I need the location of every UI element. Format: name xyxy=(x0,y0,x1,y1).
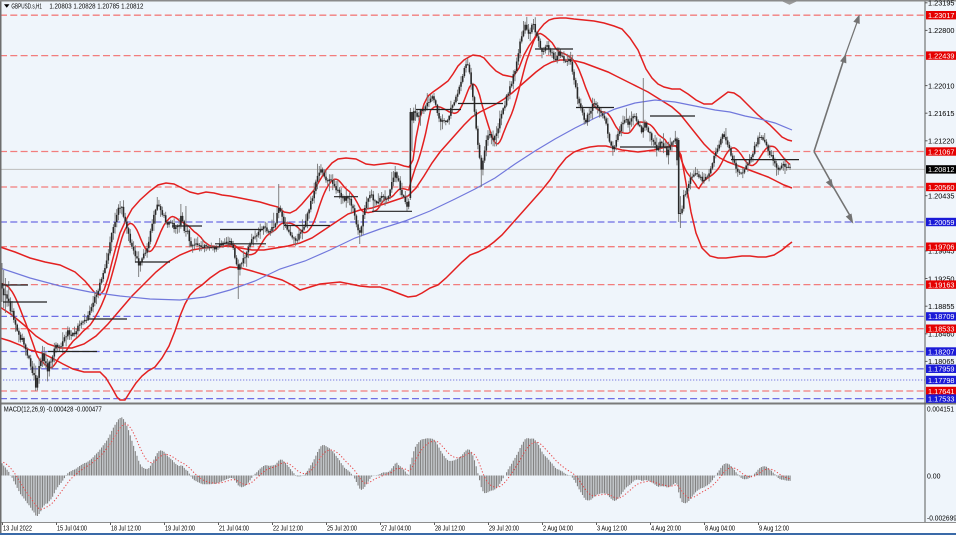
svg-text:1.20435: 1.20435 xyxy=(928,192,955,201)
svg-text:1.18207: 1.18207 xyxy=(928,347,955,356)
svg-text:1.18065: 1.18065 xyxy=(928,357,955,366)
svg-text:19 Jul 20:00: 19 Jul 20:00 xyxy=(165,524,195,533)
svg-text:1.20803 1.20828 1.20785 1.2081: 1.20803 1.20828 1.20785 1.20812 xyxy=(49,3,143,10)
svg-text:22 Jul 12:00: 22 Jul 12:00 xyxy=(273,524,303,533)
svg-text:3 Aug 12:00: 3 Aug 12:00 xyxy=(597,524,627,533)
svg-text:18 Jul 12:00: 18 Jul 12:00 xyxy=(111,524,141,533)
svg-text:GBPUSD.s,H1: GBPUSD.s,H1 xyxy=(11,3,42,10)
svg-text:28 Jul 12:00: 28 Jul 12:00 xyxy=(435,524,465,533)
svg-text:1.18709: 1.18709 xyxy=(928,312,955,321)
svg-text:-0.002699: -0.002699 xyxy=(927,513,956,522)
svg-text:9 Aug 12:00: 9 Aug 12:00 xyxy=(759,524,789,533)
svg-text:1.21615: 1.21615 xyxy=(928,109,955,118)
svg-text:1.18460: 1.18460 xyxy=(928,330,955,339)
svg-text:1.18533: 1.18533 xyxy=(928,325,955,334)
svg-text:1.21067: 1.21067 xyxy=(928,147,955,156)
svg-text:1.23195: 1.23195 xyxy=(928,0,955,8)
svg-text:25 Jul 20:00: 25 Jul 20:00 xyxy=(327,524,357,533)
svg-text:8 Aug 04:00: 8 Aug 04:00 xyxy=(705,524,735,533)
svg-text:1.19163: 1.19163 xyxy=(928,280,955,289)
svg-text:2 Aug 04:00: 2 Aug 04:00 xyxy=(543,524,573,533)
svg-text:1.17533: 1.17533 xyxy=(928,394,955,403)
svg-text:MACD(12,26,9) -0.000428 -0.000: MACD(12,26,9) -0.000428 -0.000477 xyxy=(4,407,102,414)
svg-text:15 Jul 04:00: 15 Jul 04:00 xyxy=(57,524,87,533)
svg-text:1.20059: 1.20059 xyxy=(928,218,955,227)
svg-text:0.004151: 0.004151 xyxy=(927,405,954,414)
svg-text:1.17959: 1.17959 xyxy=(928,365,955,374)
svg-text:1.22800: 1.22800 xyxy=(928,26,955,35)
svg-text:1.19250: 1.19250 xyxy=(928,274,955,283)
svg-text:1.20560: 1.20560 xyxy=(928,183,955,192)
svg-text:1.23017: 1.23017 xyxy=(928,11,955,20)
svg-text:4 Aug 20:00: 4 Aug 20:00 xyxy=(651,524,681,533)
svg-text:0.00: 0.00 xyxy=(927,471,941,480)
svg-text:1.18855: 1.18855 xyxy=(928,302,955,311)
svg-text:13 Jul 2022: 13 Jul 2022 xyxy=(3,524,32,533)
svg-text:1.19706: 1.19706 xyxy=(928,243,955,252)
svg-text:29 Jul 20:00: 29 Jul 20:00 xyxy=(489,524,519,533)
svg-text:1.21220: 1.21220 xyxy=(928,137,955,146)
svg-text:27 Jul 04:00: 27 Jul 04:00 xyxy=(381,524,411,533)
svg-text:1.17641: 1.17641 xyxy=(928,387,955,396)
svg-text:21 Jul 04:00: 21 Jul 04:00 xyxy=(219,524,249,533)
svg-text:1.17798: 1.17798 xyxy=(928,376,955,385)
svg-text:1.22439: 1.22439 xyxy=(928,51,955,60)
svg-text:1.22010: 1.22010 xyxy=(928,81,955,90)
svg-text:1.20812: 1.20812 xyxy=(928,165,955,174)
svg-text:1.19645: 1.19645 xyxy=(928,247,955,256)
